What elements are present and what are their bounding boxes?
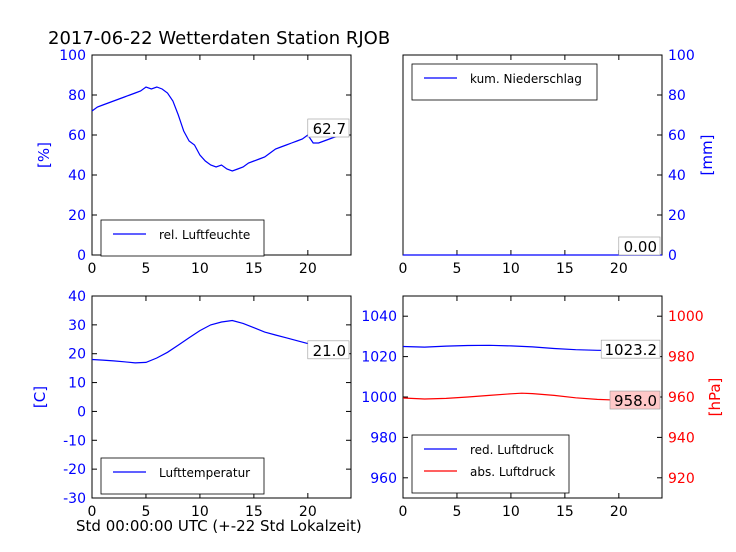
value-label-box — [307, 118, 350, 138]
series-line — [91, 86, 347, 172]
x-tick-label: 20 — [299, 504, 317, 520]
plot-frame — [91, 295, 352, 499]
value-label: 958.0 — [614, 392, 657, 410]
y-tick-label: 920 — [668, 471, 695, 487]
x-tick-label: 20 — [610, 504, 628, 520]
legend-box — [100, 219, 265, 257]
y-tick-label: 20 — [68, 347, 86, 363]
y-tick-label: 40 — [68, 168, 86, 184]
value-label: 1023.2 — [605, 341, 658, 359]
x-tick-label: 10 — [191, 261, 209, 277]
y-tick-label: 1040 — [361, 309, 397, 325]
y-tick-label: 0 — [668, 248, 677, 264]
legend-label: kum. Niederschlag — [470, 72, 582, 86]
y-tick-label: 40 — [668, 168, 686, 184]
y-tick-label: 980 — [370, 430, 397, 446]
y-tick-label: 20 — [668, 208, 686, 224]
value-label: 0.00 — [624, 238, 657, 256]
legend-label: abs. Luftdruck — [470, 465, 555, 479]
legend-label: red. Luftdruck — [470, 443, 554, 457]
humidity-panel: 0 5 10 15 20 0 20 40 60 80 100 [%] 62.7 rel. Luftfeuc… — [35, 48, 352, 277]
y-tick-label: 40 — [68, 289, 86, 305]
figure-title: 2017-06-22 Wetterdaten Station RJOB — [48, 28, 390, 49]
x-tick-label: 10 — [502, 261, 520, 277]
y-tick-label: 960 — [668, 390, 695, 406]
y-tick-label: 0 — [77, 404, 86, 420]
y-tick-label: -20 — [63, 462, 86, 478]
x-tick-label: 5 — [141, 261, 150, 277]
y-tick-label: 1000 — [668, 309, 704, 325]
x-tick-label: 15 — [245, 261, 263, 277]
y-tick-label: -10 — [63, 433, 86, 449]
x-tick-label: 0 — [399, 261, 408, 277]
legend-label: rel. Luftfeuchte — [159, 228, 250, 242]
x-tick-label: 5 — [141, 504, 150, 520]
x-tick-label: 20 — [610, 261, 628, 277]
y-axis-label: [C] — [31, 386, 49, 408]
y-axis-label: [mm] — [698, 135, 716, 176]
temperature-panel: 0 5 10 15 20 -30 -20 -10 0 10 20 30 40 [C] 21.0 Lufttem… — [31, 289, 352, 520]
y-tick-label: 20 — [68, 208, 86, 224]
x-tick-label: 5 — [452, 261, 461, 277]
x-tick-label: 10 — [502, 504, 520, 520]
y-tick-label: -30 — [63, 491, 86, 507]
y-axis-label: [%] — [35, 142, 53, 168]
y-axis-label: [hPa] — [706, 378, 724, 417]
x-tick-label: 15 — [245, 504, 263, 520]
precipitation-panel: 0 5 10 15 20 0 20 40 60 80 100 [mm] 0.00 kum. Nieders… — [399, 48, 716, 277]
y-tick-label: 60 — [68, 128, 86, 144]
y-tick-label: 980 — [668, 350, 695, 366]
x-tick-label: 15 — [556, 504, 574, 520]
y-tick-label: 100 — [59, 48, 86, 64]
legend-label: Lufttemperatur — [159, 466, 250, 480]
y-tick-label: 1000 — [361, 390, 397, 406]
y-tick-label: 940 — [668, 430, 695, 446]
x-tick-label: 10 — [191, 504, 209, 520]
y-tick-label: 100 — [668, 48, 695, 64]
x-tick-label: 20 — [299, 261, 317, 277]
value-label: 21.0 — [313, 342, 346, 360]
y-tick-label: 0 — [77, 248, 86, 264]
y-tick-label: 80 — [68, 88, 86, 104]
x-axis-label: Std 00:00:00 UTC (+-22 Std Lokalzeit) — [76, 517, 362, 535]
y-tick-label: 960 — [370, 471, 397, 487]
x-tick-label: 0 — [88, 261, 97, 277]
y-tick-label: 30 — [68, 318, 86, 334]
x-tick-label: 0 — [399, 504, 408, 520]
y-tick-label: 80 — [668, 88, 686, 104]
y-tick-label: 60 — [668, 128, 686, 144]
x-tick-label: 5 — [452, 504, 461, 520]
x-tick-label: 15 — [556, 261, 574, 277]
value-label-box — [600, 339, 661, 359]
y-tick-label: 1020 — [361, 350, 397, 366]
legend-box — [411, 434, 570, 494]
legend-box — [100, 457, 265, 495]
y-tick-label: 10 — [68, 376, 86, 392]
value-label-box — [618, 236, 661, 256]
value-label: 62.7 — [313, 120, 346, 138]
legend-box — [411, 63, 598, 101]
x-tick-label: 0 — [88, 504, 97, 520]
pressure-panel: 0 5 10 15 20 960 980 1000 1020 1040 920 940 960 980 10… — [361, 295, 724, 520]
value-label-box — [307, 340, 350, 360]
value-label-box — [609, 390, 661, 410]
